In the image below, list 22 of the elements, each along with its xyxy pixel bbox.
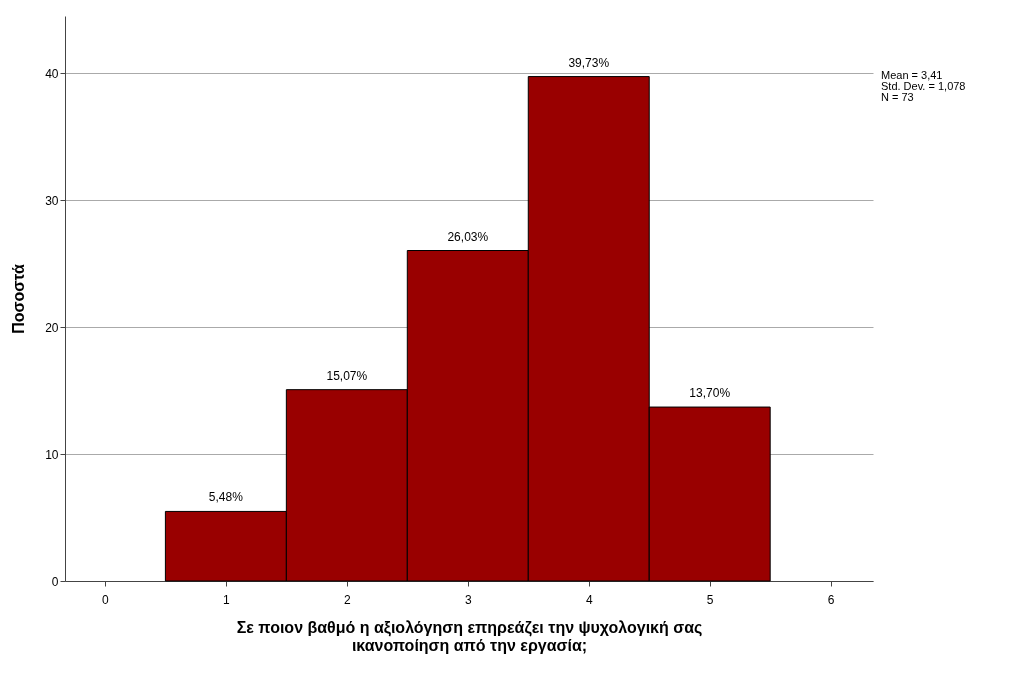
- y-tick-label: 40: [45, 66, 59, 81]
- data-label: 15,07%: [326, 368, 368, 383]
- text: Std. Dev. = 1,078: [881, 80, 966, 92]
- data-label: 26,03%: [447, 229, 489, 244]
- x-tick-label: 4: [585, 592, 593, 607]
- y-tick-label: 30: [45, 193, 59, 208]
- x-tick-label: 6: [827, 592, 835, 607]
- x-tick-label: 2: [343, 592, 351, 607]
- x-axis-title: Σε ποιον βαθμό η αξιολόγηση επηρεάζει την ψυχολογική σας ικανοποίηση από την εργασία;: [236, 618, 703, 654]
- text: N = 73: [881, 91, 914, 103]
- data-label: 5,48%: [208, 490, 244, 505]
- y-tick-label: 0: [51, 574, 59, 589]
- y-tick-label: 10: [45, 447, 59, 462]
- y-axis-title: Ποσοστά: [10, 264, 28, 334]
- y-tick-label: 20: [45, 320, 59, 335]
- x-tick-label: 0: [102, 592, 110, 607]
- x-tick-label: 3: [464, 592, 472, 607]
- data-label: 13,70%: [689, 386, 731, 401]
- x-tick-label: 5: [706, 592, 714, 607]
- text: Mean = 3,41: [881, 69, 943, 81]
- data-label: 39,73%: [568, 55, 610, 70]
- x-tick-label: 1: [223, 592, 231, 607]
